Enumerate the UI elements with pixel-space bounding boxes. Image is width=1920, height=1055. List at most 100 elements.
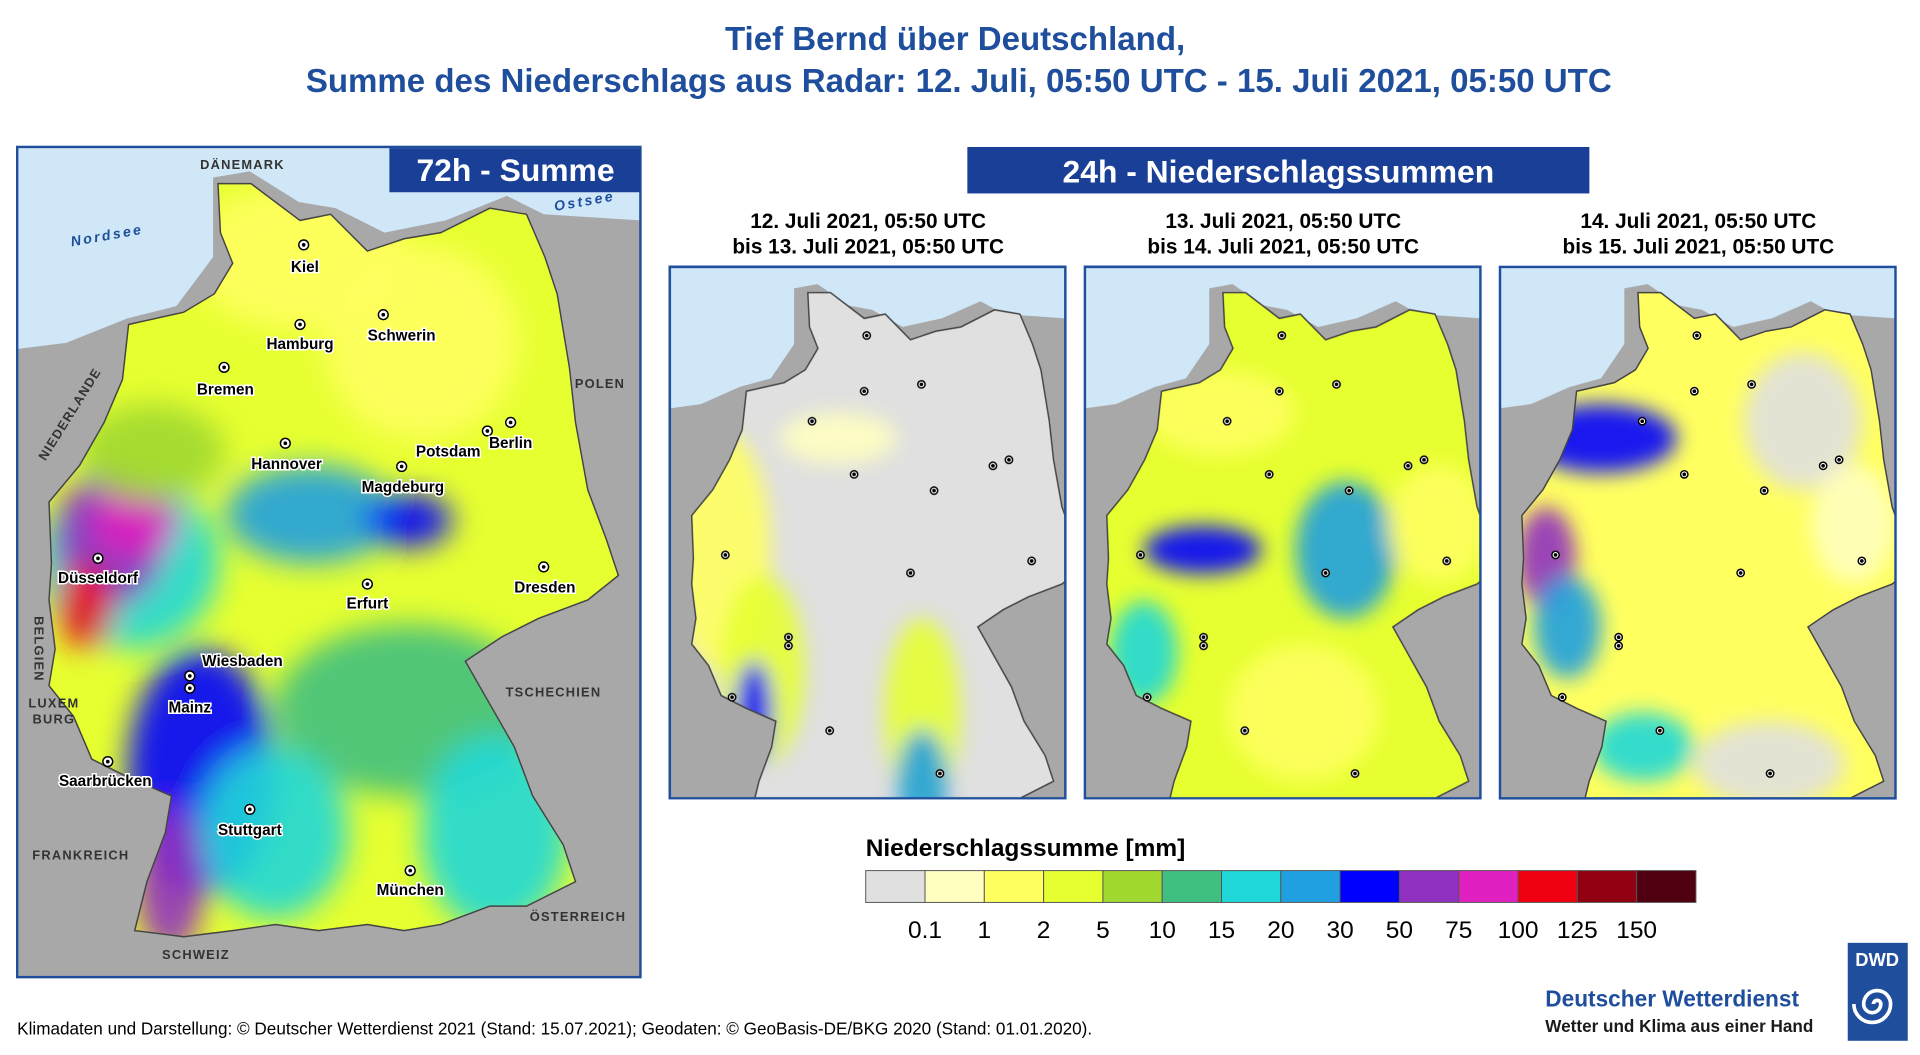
city-label: München bbox=[377, 882, 444, 899]
city-label: Potsdam bbox=[416, 444, 481, 461]
city-dot-center bbox=[1837, 457, 1841, 462]
legend-tick-label: 10 bbox=[1149, 917, 1176, 944]
legend-tick-label: 5 bbox=[1096, 917, 1110, 944]
city-dot-center bbox=[1347, 488, 1351, 493]
city-dot-center bbox=[1640, 419, 1645, 424]
legend-swatch bbox=[1576, 870, 1638, 903]
city-dot-center bbox=[1277, 389, 1282, 394]
map: Kiel Hamburg Schwerin Bremen Hannover Berlin P… bbox=[15, 145, 642, 979]
legend-tick-label: 20 bbox=[1267, 917, 1294, 944]
city-dot-center bbox=[786, 635, 791, 640]
city-dot-center bbox=[827, 728, 832, 733]
city-dot-center bbox=[1821, 463, 1825, 468]
legend-swatch bbox=[1102, 870, 1163, 903]
precip-area bbox=[1387, 464, 1481, 585]
city-dot-center bbox=[1225, 419, 1229, 424]
period-end: bis 14. Juli 2021, 05:50 UTC bbox=[1147, 235, 1419, 258]
city-label: Stuttgart bbox=[218, 822, 282, 839]
city-dot-center bbox=[1616, 643, 1621, 648]
country-label: BURG bbox=[33, 712, 76, 727]
map-body bbox=[1499, 266, 1896, 799]
city-dot-center bbox=[1616, 635, 1621, 640]
city-label: Wiesbaden bbox=[202, 653, 283, 670]
map-body bbox=[669, 266, 1066, 799]
precip-area bbox=[1592, 712, 1694, 782]
country-label: LUXEM bbox=[28, 696, 79, 711]
city-dot-center bbox=[1029, 559, 1034, 563]
city-dot-center bbox=[919, 382, 924, 387]
precip bbox=[1521, 292, 1896, 799]
precip-area bbox=[366, 493, 452, 548]
city-dot-center bbox=[541, 565, 546, 569]
city-dot-center bbox=[1138, 553, 1143, 557]
germany bbox=[48, 183, 619, 937]
city-dot-center bbox=[1422, 457, 1426, 462]
city-dot-center bbox=[1279, 333, 1284, 338]
heading-box bbox=[967, 146, 1590, 194]
country-label: TSCHECHIEN bbox=[506, 685, 602, 700]
legend-tick-label: 2 bbox=[1037, 917, 1051, 944]
city-label: Düsseldorf bbox=[58, 570, 139, 587]
legend-tick-label: 100 bbox=[1498, 917, 1539, 944]
city-label: Hamburg bbox=[266, 336, 333, 353]
precip-area bbox=[1744, 352, 1862, 490]
map bbox=[668, 265, 1067, 800]
legend-swatch bbox=[983, 870, 1045, 903]
precip-area bbox=[78, 404, 226, 503]
legend-swatch bbox=[1161, 870, 1223, 903]
legend-title: Niederschlagssumme [mm] bbox=[866, 835, 1186, 862]
city-label: Schwerin bbox=[368, 327, 436, 344]
legend-tick-label: 1 bbox=[978, 917, 992, 944]
legend-swatch bbox=[1636, 870, 1697, 903]
country-label: FRANKREICH bbox=[32, 848, 129, 863]
city-dot-center bbox=[1444, 559, 1449, 563]
credits: Klimadaten und Darstellung: © Deutscher … bbox=[17, 1019, 1092, 1039]
title-line2: Summe des Niederschlags aus Radar: 12. J… bbox=[306, 63, 1612, 100]
precip bbox=[48, 183, 619, 937]
germany-border bbox=[1521, 291, 1896, 799]
precip-area bbox=[200, 746, 348, 919]
title-line1: Tief Bernd über Deutschland, bbox=[725, 21, 1185, 58]
precip-blobs bbox=[48, 183, 569, 937]
city-dot-center bbox=[408, 868, 413, 873]
city-dot-center bbox=[1242, 728, 1247, 733]
precip-area bbox=[1227, 644, 1380, 782]
legend-swatch bbox=[1517, 870, 1578, 903]
legend-swatch bbox=[865, 870, 926, 903]
period-start: 12. Juli 2021, 05:50 UTC bbox=[750, 210, 986, 233]
city-dot-center bbox=[1406, 463, 1410, 468]
map-frame bbox=[1083, 265, 1482, 800]
city-dot-center bbox=[1692, 389, 1697, 394]
legend-swatch bbox=[924, 870, 985, 903]
legend-tick-label: 15 bbox=[1208, 917, 1235, 944]
city-label: Erfurt bbox=[347, 596, 389, 613]
city-dot-center bbox=[1553, 553, 1558, 557]
logo-badge-text: DWD bbox=[1855, 949, 1899, 970]
city-label: Hannover bbox=[251, 456, 322, 473]
city-label: Mainz bbox=[169, 700, 212, 717]
city-dot-center bbox=[908, 571, 913, 575]
city-dot-center bbox=[96, 556, 100, 561]
precip-area bbox=[897, 729, 948, 799]
city-dot-center bbox=[187, 674, 192, 678]
city-dot-center bbox=[1762, 488, 1767, 493]
city-dot-center bbox=[852, 472, 856, 477]
city-label: Dresden bbox=[514, 580, 575, 597]
slogan: Wetter und Klima aus einer Hand bbox=[1545, 1016, 1813, 1036]
precip-area bbox=[1693, 721, 1846, 799]
legend-tick-label: 150 bbox=[1616, 917, 1657, 944]
city-dot-center bbox=[1145, 695, 1150, 700]
city-label: Magdeburg bbox=[362, 479, 444, 496]
legend-tick-label: 0.1 bbox=[908, 917, 942, 944]
city-dot-center bbox=[365, 582, 370, 586]
city-dot-center bbox=[399, 464, 404, 469]
map-frame bbox=[668, 265, 1067, 800]
city-label: Bremen bbox=[197, 381, 254, 398]
precip-area bbox=[323, 244, 520, 441]
period-end: bis 15. Juli 2021, 05:50 UTC bbox=[1563, 235, 1835, 258]
germany bbox=[1521, 292, 1896, 799]
map bbox=[1498, 265, 1897, 800]
city-dot-center bbox=[381, 312, 386, 317]
city-dot-center bbox=[105, 759, 110, 764]
city-dot-center bbox=[1353, 771, 1357, 776]
